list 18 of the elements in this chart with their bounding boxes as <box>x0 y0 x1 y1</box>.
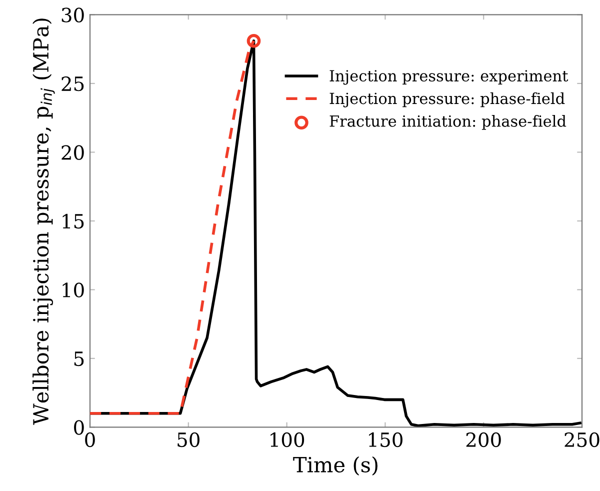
x-axis-title: Time (s) <box>293 456 378 476</box>
y-tick-label: 10 <box>62 282 84 298</box>
x-tick-label: 100 <box>270 432 304 448</box>
y-tick-label: 20 <box>62 145 84 160</box>
x-tick-label: 0 <box>85 432 95 448</box>
y-tick-label: 15 <box>62 214 84 229</box>
x-tick-label: 150 <box>369 432 402 448</box>
y-axis-title: Wellbore injection pressure, p$_{inj}$ (MPa) <box>32 18 55 425</box>
legend-label: Injection pressure: phase-field <box>330 92 565 108</box>
y-tick-label: 0 <box>74 420 84 435</box>
y-tick-label: 25 <box>62 76 84 92</box>
legend-label: Fracture initiation: phase-field <box>330 115 566 130</box>
x-tick-label: 50 <box>178 432 200 448</box>
y-tick-label: 5 <box>74 352 84 366</box>
legend-label: Injection pressure: experiment <box>330 70 568 85</box>
x-tick-label: 200 <box>466 432 501 448</box>
x-tick-label: 250 <box>564 432 600 448</box>
y-tick-label: 30 <box>62 8 84 22</box>
